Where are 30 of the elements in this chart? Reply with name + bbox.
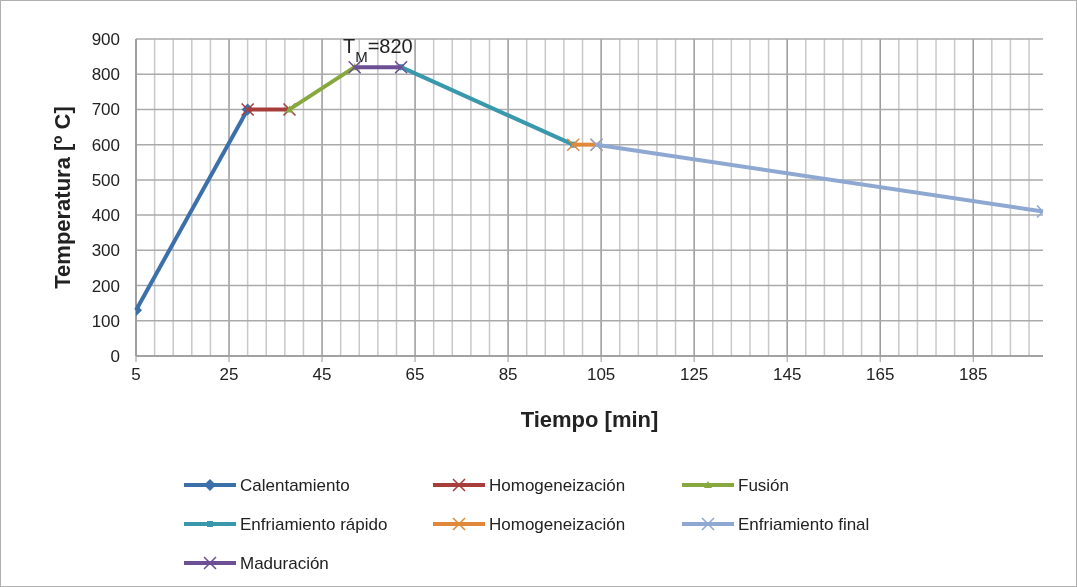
y-tick-label: 700	[91, 100, 120, 120]
y-tick-label: 500	[91, 170, 120, 190]
y-tick-label: 900	[91, 30, 120, 49]
legend-label: Enfriamiento final	[738, 515, 870, 534]
legend-label: Enfriamiento rápido	[240, 515, 388, 534]
y-axis-title: Temperatura [º C]	[50, 106, 75, 289]
y-tick-label: 400	[91, 206, 120, 226]
y-tick-label: 300	[91, 241, 120, 261]
legend-label: Calentamiento	[240, 476, 350, 495]
y-tick-label: 0	[110, 347, 120, 366]
y-tick-label: 600	[91, 135, 120, 155]
annotation: T$_{M}$=820	[342, 35, 413, 65]
legend-label: Maduración	[240, 554, 329, 573]
legend-label: Fusión	[738, 476, 790, 495]
x-tick-label: 145	[772, 365, 802, 384]
x-axis-title: Tiempo [min]	[520, 407, 659, 432]
y-tick-label: 800	[91, 65, 120, 85]
x-tick-label: 85	[498, 365, 518, 384]
x-tick-label: 65	[405, 365, 425, 384]
x-tick-label: 125	[679, 365, 709, 384]
x-tick-label: 165	[866, 365, 895, 384]
y-tick-label: 200	[91, 276, 120, 296]
x-tick-label: 5	[131, 365, 141, 384]
legend-label: Homogeneización	[489, 515, 626, 534]
x-tick-label: 25	[219, 365, 239, 384]
legend-label: Homogeneización	[489, 476, 626, 495]
x-tick-label: 185	[959, 365, 988, 384]
x-tick-label: 105	[586, 365, 616, 384]
x-tick-label: 45	[312, 365, 332, 384]
y-tick-label: 100	[91, 311, 120, 331]
